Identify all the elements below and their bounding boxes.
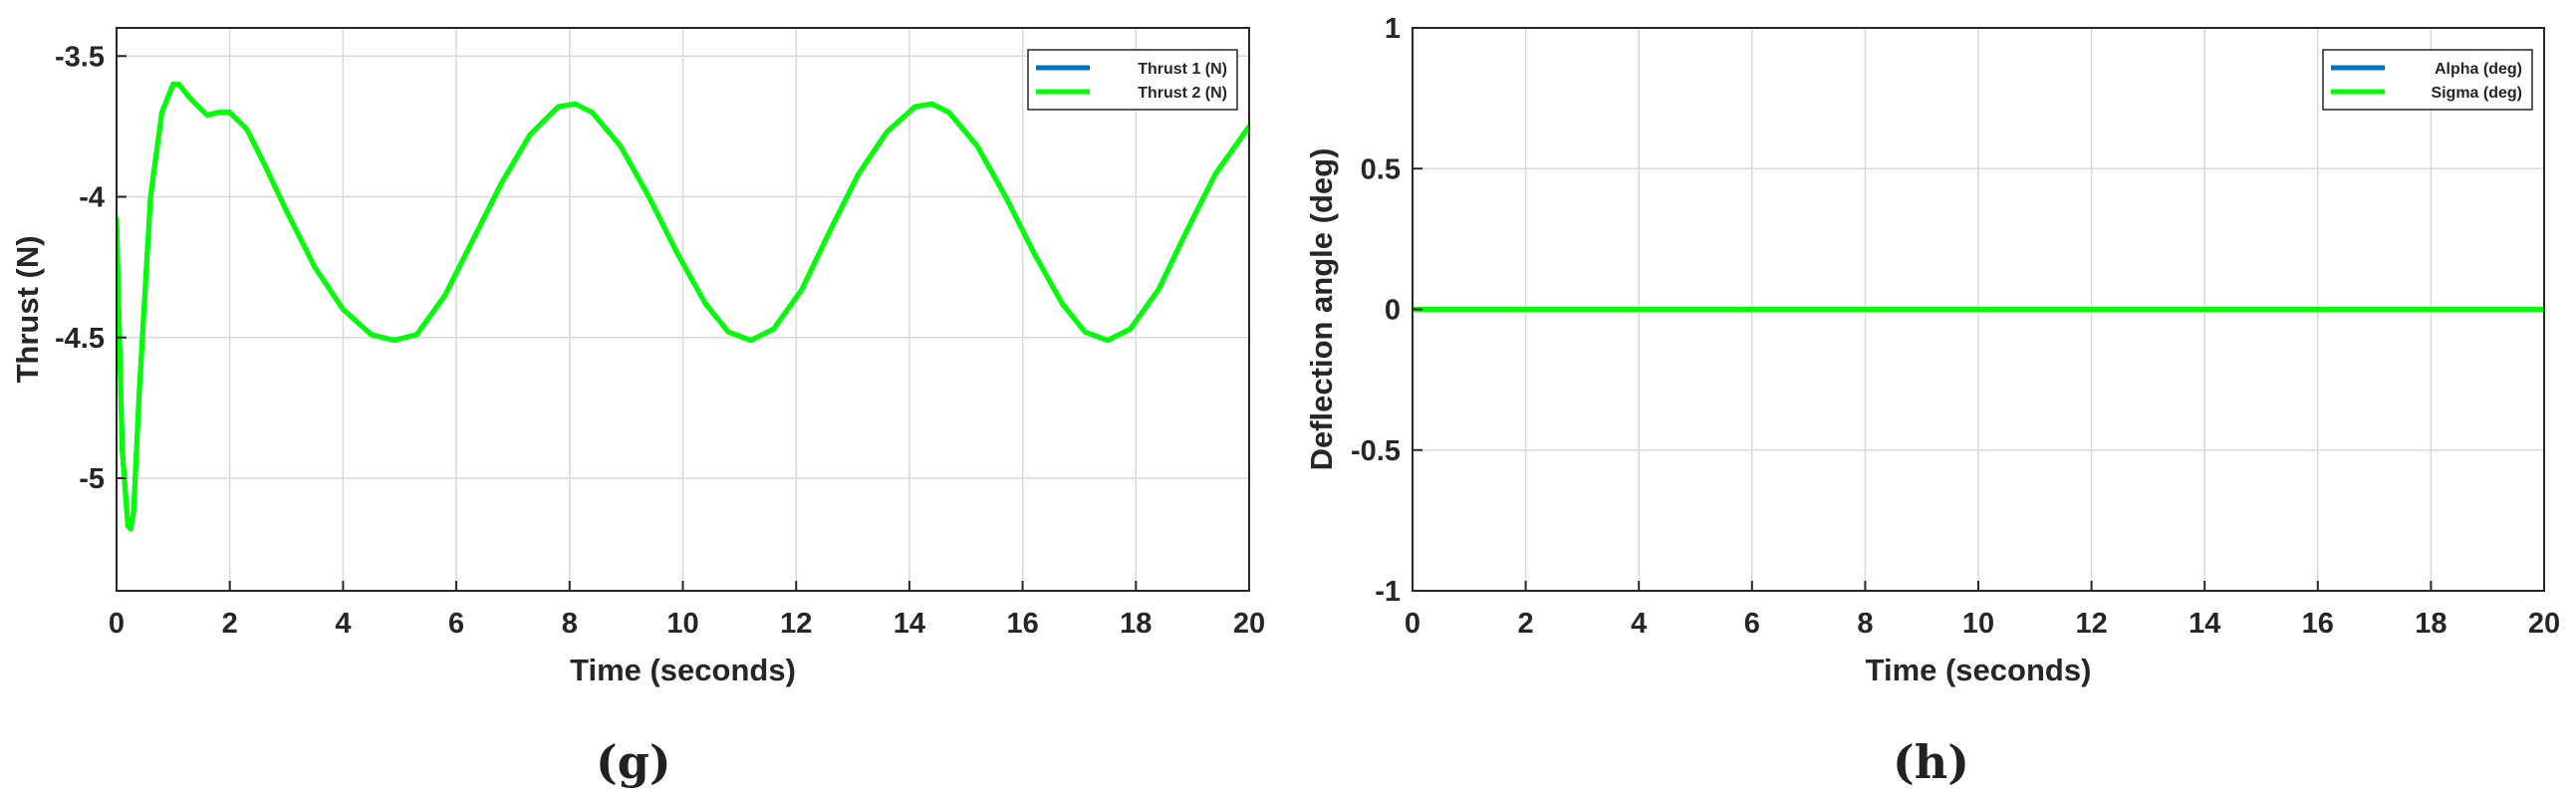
legend-label-1: Alpha (deg) bbox=[2435, 61, 2522, 78]
x-tick-label: 0 bbox=[109, 608, 125, 640]
legend-box bbox=[2322, 49, 2533, 111]
panel-label-g: (g) bbox=[596, 735, 671, 789]
y-tick-label: -3.5 bbox=[55, 41, 105, 73]
x-tick-label: 2 bbox=[222, 608, 238, 640]
x-tick-label: 10 bbox=[1962, 608, 1994, 640]
x-tick-label: 6 bbox=[448, 608, 464, 640]
x-tick-label: 4 bbox=[1631, 608, 1647, 640]
legend-label-2: Sigma (deg) bbox=[2431, 85, 2522, 102]
y-tick-label: -4.5 bbox=[55, 323, 105, 355]
y-tick-label: 0 bbox=[1385, 295, 1401, 327]
x-tick-label: 0 bbox=[1405, 608, 1420, 640]
y-tick-label: -5 bbox=[79, 463, 105, 495]
x-tick-label: 16 bbox=[1006, 608, 1038, 640]
y-tick-label: -0.5 bbox=[1351, 435, 1401, 467]
chart-g: 0 2 4 6 8 10 12 14 16 18 20 -5 -4.5 -4 -3.5 Time (secon… bbox=[10, 27, 1265, 687]
legend-label-2: Thrust 2 (N) bbox=[1138, 85, 1227, 102]
panel-label-h: (h) bbox=[1893, 735, 1969, 789]
x-tick-label: 2 bbox=[1518, 608, 1534, 640]
x-tick-label: 6 bbox=[1744, 608, 1760, 640]
legend: Thrust 1 (N) Thrust 2 (N) bbox=[1027, 49, 1238, 111]
x-tick-label: 14 bbox=[2189, 608, 2220, 640]
y-tick-label: -4 bbox=[79, 182, 105, 214]
y-tick-label: 0.5 bbox=[1361, 153, 1401, 185]
y-tick-label: -1 bbox=[1375, 576, 1401, 608]
legend: Alpha (deg) Sigma (deg) bbox=[2322, 49, 2533, 111]
y-axis-label: Thrust (N) bbox=[10, 235, 45, 383]
x-tick-label: 8 bbox=[562, 608, 578, 640]
x-tick-label: 4 bbox=[335, 608, 351, 640]
x-axis-label: Time (seconds) bbox=[570, 653, 796, 687]
chart-h: 0 2 4 6 8 10 12 14 16 18 20 -1 -0.5 0 0.5 1 Time (second… bbox=[1304, 13, 2560, 687]
x-tick-label: 20 bbox=[1233, 608, 1265, 640]
x-tick-label: 18 bbox=[2415, 608, 2447, 640]
x-tick-label: 12 bbox=[2075, 608, 2107, 640]
x-tick-label: 12 bbox=[780, 608, 812, 640]
x-axis-label: Time (seconds) bbox=[1866, 653, 2092, 687]
y-tick-label: 1 bbox=[1385, 13, 1401, 45]
x-tick-label: 10 bbox=[666, 608, 698, 640]
legend-box bbox=[1027, 49, 1238, 111]
x-tick-label: 18 bbox=[1120, 608, 1152, 640]
x-tick-label: 16 bbox=[2302, 608, 2334, 640]
x-tick-label: 20 bbox=[2528, 608, 2560, 640]
x-tick-label: 8 bbox=[1857, 608, 1873, 640]
y-axis-label: Deflection angle (deg) bbox=[1304, 148, 1339, 471]
series-line-2 bbox=[117, 82, 1249, 532]
x-tick-label: 14 bbox=[894, 608, 925, 640]
legend-label-1: Thrust 1 (N) bbox=[1138, 61, 1227, 78]
